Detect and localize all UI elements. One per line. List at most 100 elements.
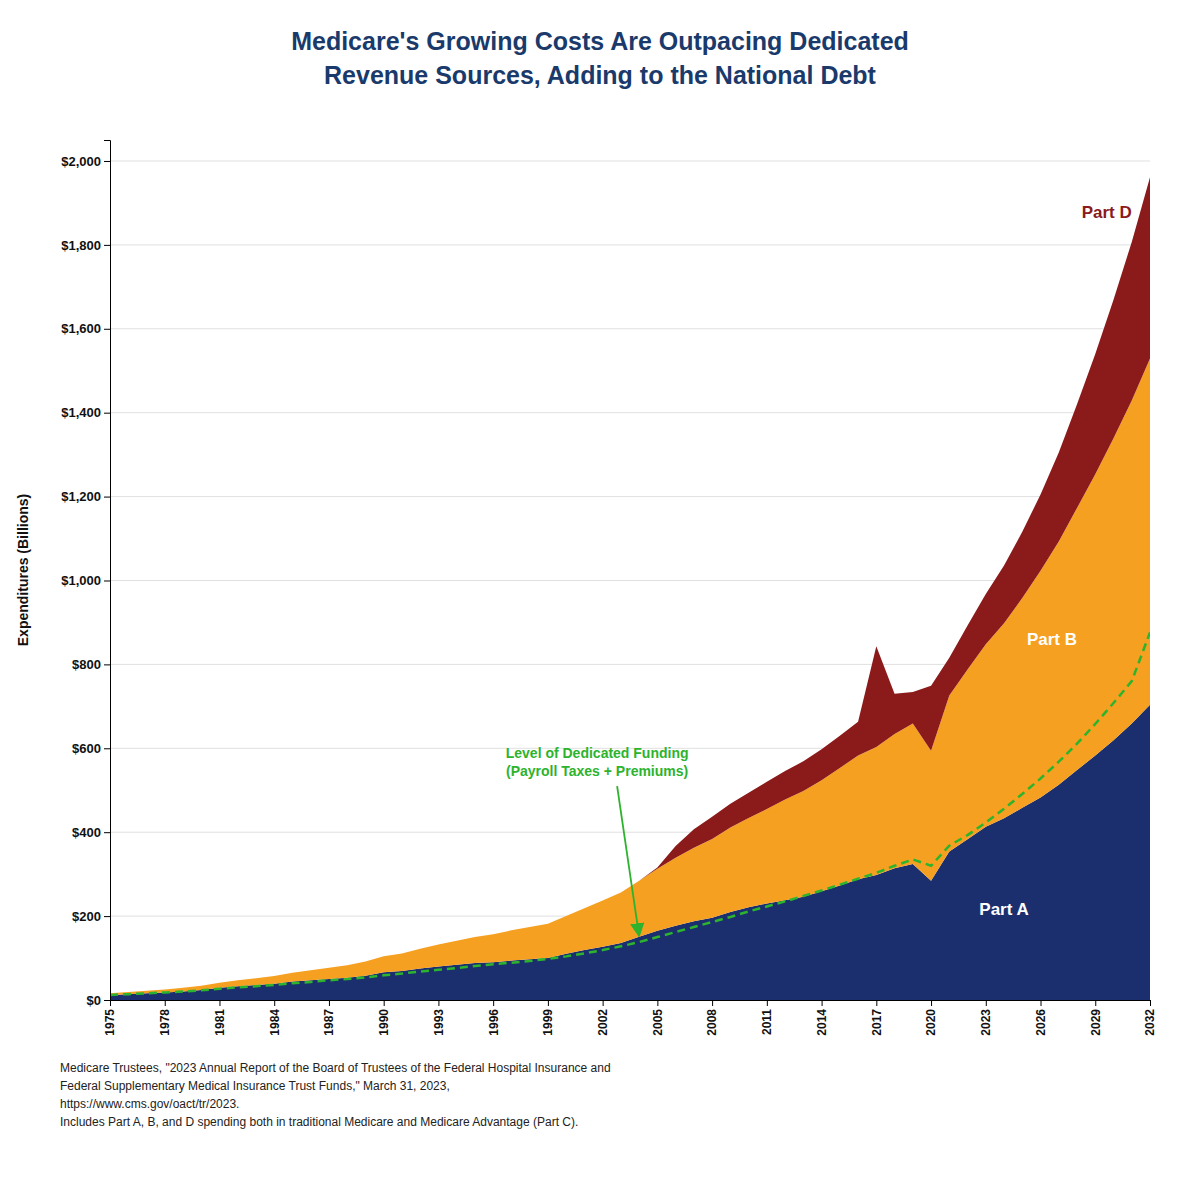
tick-mark <box>104 245 110 246</box>
tick-label: 2017 <box>870 1009 884 1036</box>
marks <box>110 177 1150 1000</box>
tick: 1981 <box>213 1000 227 1036</box>
tick-label: 2008 <box>705 1009 719 1036</box>
tick-label: $1,200 <box>61 489 101 504</box>
tick-mark <box>931 1000 932 1006</box>
tick-mark <box>104 832 110 833</box>
tick-mark <box>876 1000 877 1006</box>
tick: 2032 <box>1143 1000 1157 1036</box>
tick-label: $600 <box>72 741 101 756</box>
grid-line <box>110 244 1150 245</box>
tick-label: 2011 <box>760 1009 774 1035</box>
tick: 1978 <box>158 1000 172 1036</box>
tick-mark <box>712 1000 713 1006</box>
tick-label: 2002 <box>596 1009 610 1036</box>
tick-label: $1,800 <box>61 238 101 253</box>
tick-mark <box>104 1000 110 1001</box>
tick-mark <box>603 1000 604 1006</box>
title: Medicare's Growing Costs Are Outpacing D… <box>291 27 909 89</box>
tick-label: 1984 <box>268 1009 282 1036</box>
grid-line <box>110 496 1150 497</box>
grid-line <box>110 412 1150 413</box>
tick-mark <box>438 1000 439 1006</box>
tick-label: $1,400 <box>61 405 101 420</box>
tick: 2020 <box>924 1000 938 1036</box>
axis-line <box>111 1001 1151 1007</box>
tick-label: 2005 <box>651 1009 665 1036</box>
tick-label: $0 <box>87 993 101 1008</box>
tick-label: 2023 <box>979 1009 993 1036</box>
tick: 1993 <box>432 1000 446 1036</box>
y-axis: $0 $200 $400 $600 $800 $1,000 $1,200 $1,400 $1,6… <box>61 141 110 1008</box>
tick: 2005 <box>651 1000 665 1036</box>
tick: $1,400 <box>61 405 110 420</box>
tick-label: 1975 <box>103 1009 117 1036</box>
tick: 1996 <box>486 1000 500 1036</box>
tick-mark <box>493 1000 494 1006</box>
tick-label: $800 <box>72 657 101 672</box>
tick-mark <box>657 1000 658 1006</box>
annotation-arrow <box>617 786 639 936</box>
tick-label: 2020 <box>924 1009 938 1036</box>
area <box>110 359 1150 995</box>
tick: 2008 <box>705 1000 719 1036</box>
tick-label: 2026 <box>1034 1009 1048 1036</box>
tick-mark <box>165 1000 166 1006</box>
area <box>110 177 1150 993</box>
series-label: Part A <box>979 900 1028 919</box>
tick-label: 1996 <box>486 1009 500 1036</box>
tick-label: 2029 <box>1089 1009 1103 1036</box>
tick-mark <box>104 329 110 330</box>
tick: $200 <box>72 909 110 924</box>
tick: 2011 <box>760 1000 774 1035</box>
tick-mark <box>986 1000 987 1006</box>
tick-label: 1999 <box>541 1009 555 1036</box>
tick: $1,800 <box>61 238 110 253</box>
tick: $0 <box>87 993 110 1008</box>
axis-line <box>104 141 111 1001</box>
tick: $400 <box>72 825 110 840</box>
tick-mark <box>767 1000 768 1006</box>
tick: 1975 <box>103 1000 117 1036</box>
source: Medicare Trustees, "2023 Annual Report o… <box>60 1061 611 1129</box>
tick-mark <box>110 1000 111 1006</box>
labels: Part APart BPart DLevel of Dedicated Fun… <box>506 203 1132 936</box>
tick: $1,200 <box>61 489 110 504</box>
tick-mark <box>104 580 110 581</box>
axis-title: Expenditures (Billions) <box>15 494 31 646</box>
line <box>110 633 1150 995</box>
tick: $800 <box>72 657 110 672</box>
tick-mark <box>1150 1000 1151 1006</box>
grid-line <box>110 328 1150 329</box>
tick: $1,600 <box>61 321 110 336</box>
annotation: Level of Dedicated Funding(Payroll Taxes… <box>506 745 689 779</box>
tick-label: $200 <box>72 909 101 924</box>
tick: 1987 <box>322 1000 336 1036</box>
tick-mark <box>1041 1000 1042 1006</box>
tick-mark <box>104 161 110 162</box>
tick-mark <box>1095 1000 1096 1006</box>
tick-mark <box>104 413 110 414</box>
tick: $1,000 <box>61 573 110 588</box>
tick-label: $1,600 <box>61 321 101 336</box>
grid-line <box>110 160 1150 161</box>
grid <box>110 161 1150 1000</box>
tick-label: $400 <box>72 825 101 840</box>
tick: 2017 <box>870 1000 884 1036</box>
tick-label: 1993 <box>432 1009 446 1036</box>
tick-label: 1987 <box>322 1009 336 1036</box>
tick-label: 1978 <box>158 1009 172 1036</box>
tick: 2023 <box>979 1000 993 1036</box>
tick: 2002 <box>596 1000 610 1036</box>
tick-mark <box>104 497 110 498</box>
tick-label: $2,000 <box>61 154 101 169</box>
tick-mark <box>822 1000 823 1006</box>
tick: 2026 <box>1034 1000 1048 1036</box>
tick-label: 1981 <box>213 1009 227 1036</box>
tick-mark <box>548 1000 549 1006</box>
tick-mark <box>274 1000 275 1006</box>
tick: 2029 <box>1089 1000 1103 1036</box>
series-label: Part D <box>1082 203 1132 222</box>
tick-label: 2014 <box>815 1009 829 1036</box>
tick-mark <box>104 664 110 665</box>
